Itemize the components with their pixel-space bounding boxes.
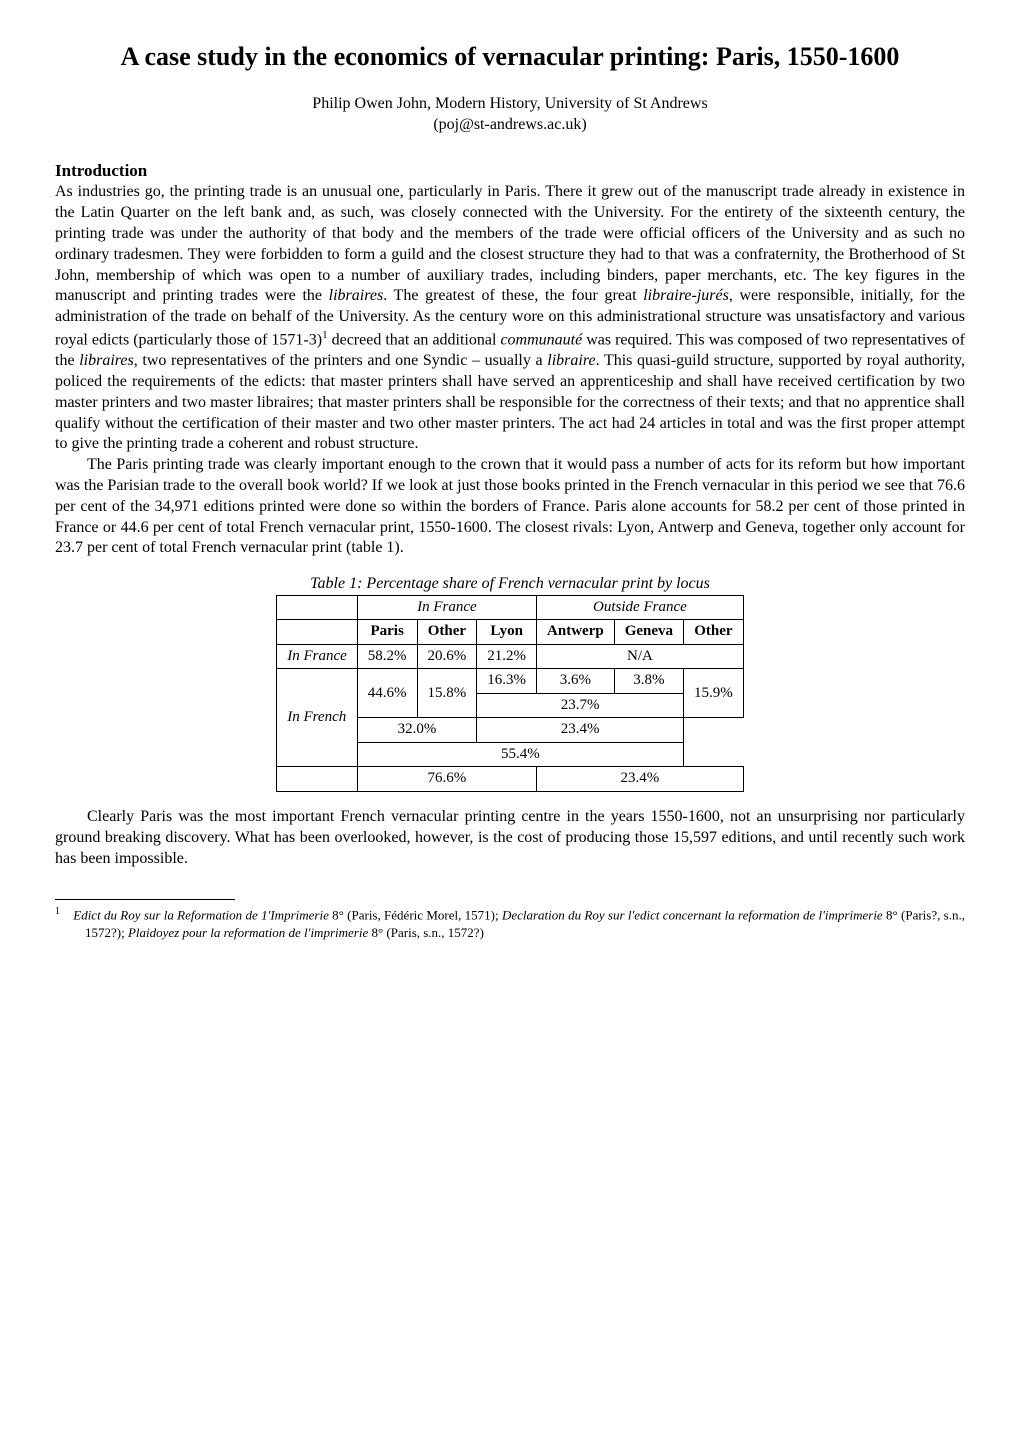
table-row: In France 58.2% 20.6% 21.2% N/A (277, 644, 744, 669)
author-email: (poj@st-andrews.ac.uk) (433, 116, 586, 133)
closing-paragraph: Clearly Paris was the most important Fre… (55, 807, 965, 869)
table-cell: 16.3% (477, 669, 537, 694)
col-header: Geneva (614, 620, 683, 645)
table-cell: 15.8% (417, 669, 477, 718)
table-row: In France Outside France (277, 595, 744, 620)
table-cell: 21.2% (477, 644, 537, 669)
empty-cell (277, 595, 358, 620)
text-run: , two representatives of the printers an… (134, 352, 548, 369)
italic-title: Declaration du Roy sur l'edict concernan… (502, 908, 883, 923)
footnote-marker: 1 (55, 906, 60, 917)
italic-title: Edict du Roy sur la Reformation de 1'Imp… (73, 908, 329, 923)
page-title: A case study in the economics of vernacu… (55, 40, 965, 74)
row-label: In French (277, 669, 358, 767)
footnote: 1 Edict du Roy sur la Reformation de 1'I… (55, 905, 965, 941)
empty-cell (277, 767, 358, 792)
table-cell: 23.7% (477, 693, 684, 718)
group-header: Outside France (537, 595, 744, 620)
table-caption: Table 1: Percentage share of French vern… (55, 574, 965, 595)
col-header: Other (684, 620, 744, 645)
table-cell: 3.8% (614, 669, 683, 694)
section-heading: Introduction (55, 160, 965, 182)
text-run: decreed that an additional (328, 331, 501, 348)
table-cell: 58.2% (357, 644, 417, 669)
footnote-separator (55, 899, 235, 900)
table-row: Paris Other Lyon Antwerp Geneva Other (277, 620, 744, 645)
italic-term: communauté (500, 331, 582, 348)
author-line: Philip Owen John, Modern History, Univer… (312, 95, 707, 112)
col-header: Antwerp (537, 620, 615, 645)
col-header: Other (417, 620, 477, 645)
italic-term: libraires (79, 352, 134, 369)
table-cell: 15.9% (684, 669, 744, 718)
text-run: 8° (Paris, s.n., 1572?) (368, 925, 484, 940)
table-cell: 23.4% (537, 767, 744, 792)
row-label: In France (277, 644, 358, 669)
table-cell: 32.0% (357, 718, 477, 743)
table-cell: N/A (537, 644, 744, 669)
author-block: Philip Owen John, Modern History, Univer… (55, 94, 965, 136)
table-cell: 3.6% (537, 669, 615, 694)
col-header: Paris (357, 620, 417, 645)
table-cell: 44.6% (357, 669, 417, 718)
table-row: In French 44.6% 15.8% 16.3% 3.6% 3.8% 15… (277, 669, 744, 694)
group-header: In France (357, 595, 536, 620)
table-cell: 20.6% (417, 644, 477, 669)
intro-paragraph-2: The Paris printing trade was clearly imp… (55, 455, 965, 559)
empty-cell (277, 620, 358, 645)
table-row: 76.6% 23.4% (277, 767, 744, 792)
data-table: In France Outside France Paris Other Lyo… (276, 595, 744, 792)
intro-paragraph-1: As industries go, the printing trade is … (55, 182, 965, 455)
text-run: 8° (Paris, Fédéric Morel, 1571); (329, 908, 502, 923)
table-cell: 23.4% (477, 718, 684, 743)
col-header: Lyon (477, 620, 537, 645)
italic-term: libraire-jurés (643, 287, 729, 304)
italic-title: Plaidoyez pour la reformation de l'impri… (128, 925, 368, 940)
table-cell: 55.4% (357, 742, 683, 767)
text-run: . The greatest of these, the four great (383, 287, 643, 304)
table-cell: 76.6% (357, 767, 536, 792)
italic-term: libraires (329, 287, 384, 304)
italic-term: libraire (547, 352, 595, 369)
